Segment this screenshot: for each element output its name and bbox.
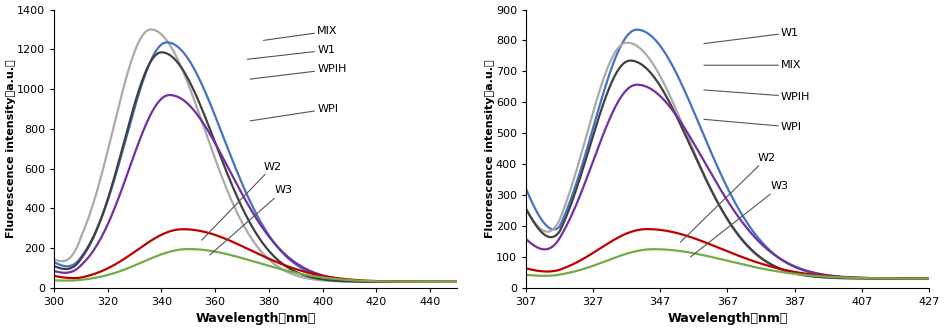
Text: MIX: MIX (263, 26, 337, 40)
Text: W1: W1 (247, 45, 335, 59)
Text: W2: W2 (680, 153, 775, 242)
Text: W1: W1 (703, 28, 799, 44)
X-axis label: Wavelength（nm）: Wavelength（nm） (666, 312, 786, 325)
Y-axis label: Fluorescence intensity（a.u.）: Fluorescence intensity（a.u.） (484, 59, 494, 238)
Y-axis label: Fluorescence intensity（a.u.）: Fluorescence intensity（a.u.） (6, 59, 15, 238)
Text: WPIH: WPIH (703, 90, 810, 102)
Text: WPIH: WPIH (250, 64, 346, 79)
Text: W3: W3 (690, 181, 788, 257)
Text: W2: W2 (201, 162, 281, 240)
Text: WPI: WPI (703, 119, 801, 132)
X-axis label: Wavelength（nm）: Wavelength（nm） (195, 312, 315, 325)
Text: W3: W3 (210, 185, 292, 255)
Text: WPI: WPI (250, 104, 338, 121)
Text: MIX: MIX (703, 60, 801, 70)
